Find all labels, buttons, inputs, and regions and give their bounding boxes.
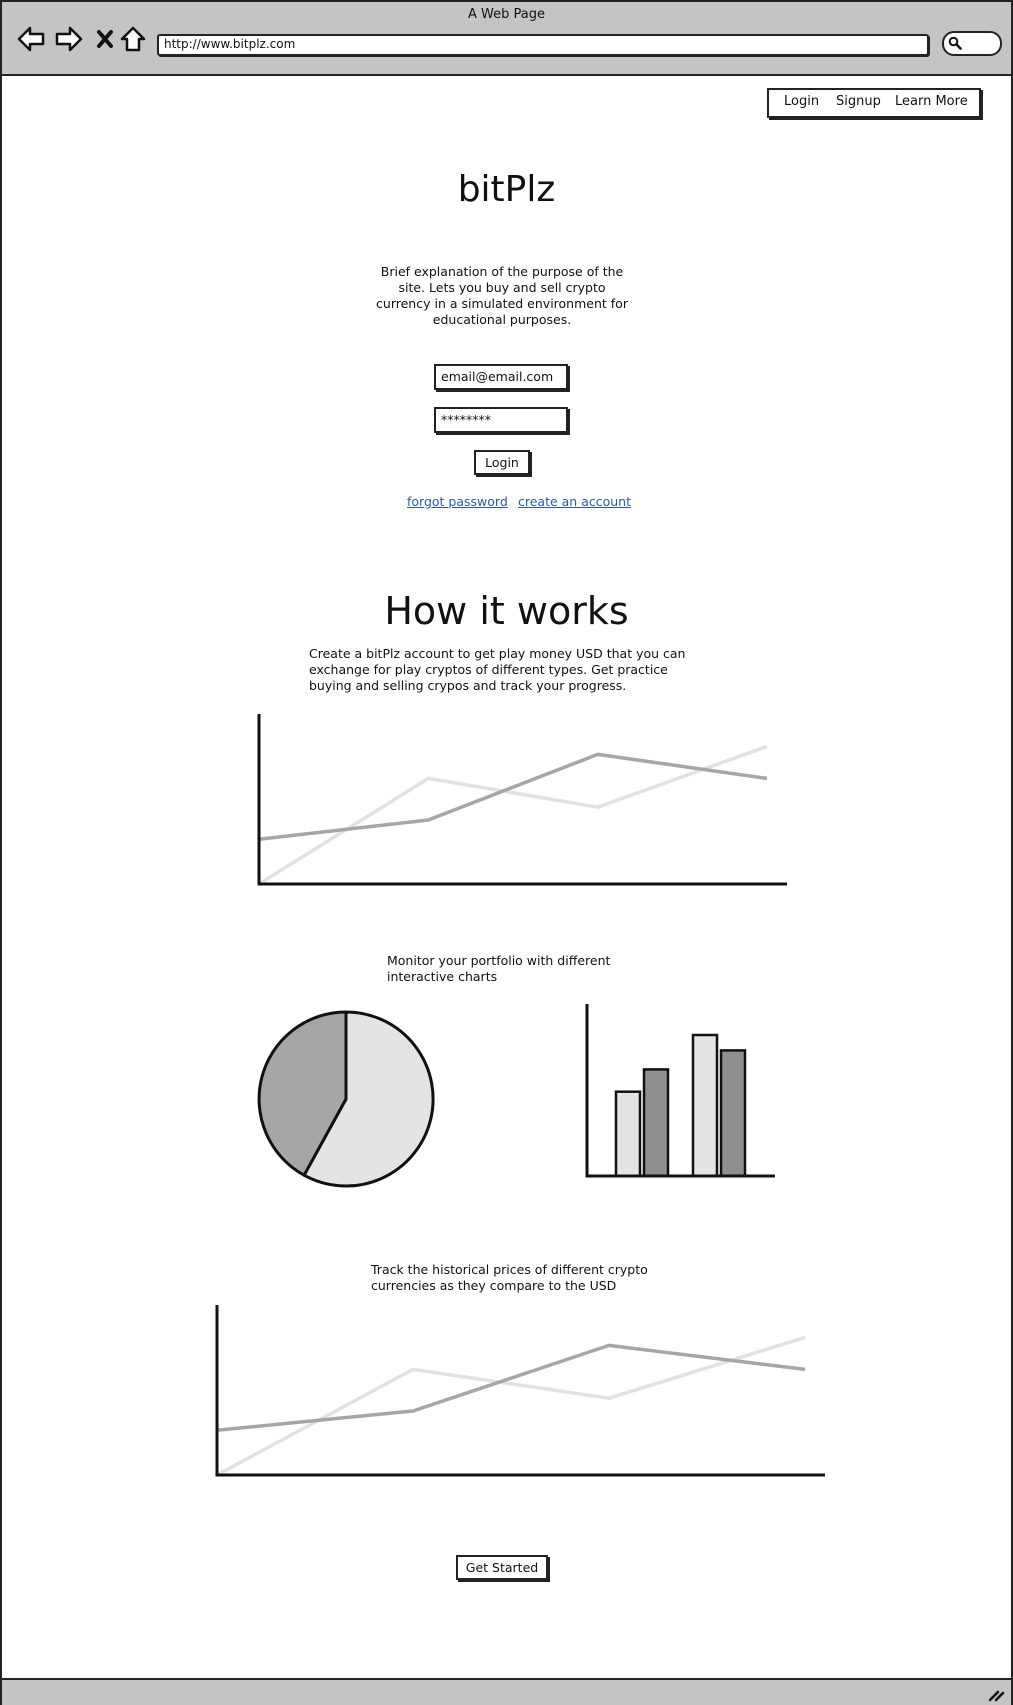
bar-4: [719, 1049, 747, 1178]
browser-search-box[interactable]: [942, 31, 1002, 56]
create-account-link[interactable]: create an account: [518, 494, 632, 509]
portfolio-text: Monitor your portfolio with different in…: [387, 953, 611, 984]
nav-signup-link[interactable]: Signup: [836, 94, 881, 109]
bar-1: [614, 1090, 642, 1178]
site-title: bitPlz: [457, 169, 556, 210]
window-title: A Web Page: [468, 7, 545, 22]
forward-arrow-icon[interactable]: [54, 24, 84, 54]
browser-status-bar: [2, 1678, 1011, 1705]
get-started-button[interactable]: Get Started: [456, 1555, 548, 1580]
bar-3: [691, 1033, 719, 1178]
back-arrow-icon[interactable]: [16, 24, 46, 54]
bar-2: [642, 1068, 670, 1178]
home-icon[interactable]: [118, 24, 148, 54]
bottom-line-chart-series-2: [216, 1343, 806, 1432]
resize-grip-icon[interactable]: [987, 1688, 1005, 1702]
top-line-chart-series-2: [258, 752, 768, 841]
email-field[interactable]: email@email.com: [434, 364, 568, 390]
nav-login-link[interactable]: Login: [784, 94, 820, 109]
forgot-password-link[interactable]: forgot password: [407, 494, 508, 509]
email-field-value: email@email.com: [441, 369, 554, 384]
bottom-line-chart-axes: [215, 1305, 825, 1477]
line-chart-bottom: [215, 1305, 825, 1477]
search-icon: [948, 36, 962, 50]
how-it-works-text: Create a bitPlz account to get play mone…: [309, 646, 686, 693]
pie-chart: [257, 1010, 435, 1188]
password-field-value: ********: [441, 412, 491, 427]
bar-chart: [585, 1004, 775, 1178]
historical-prices-text: Track the historical prices of different…: [371, 1262, 648, 1293]
top-navigation: Login Signup Learn More: [767, 88, 981, 118]
pie-slice-2: [257, 1010, 348, 1177]
pie-slice-1: [302, 1010, 435, 1188]
password-field[interactable]: ********: [434, 407, 568, 433]
nav-learn-more-link[interactable]: Learn More: [895, 94, 968, 109]
line-chart-top: [257, 714, 787, 886]
address-bar[interactable]: http://www.bitplz.com: [157, 34, 929, 56]
site-description: Brief explanation of the purpose of the …: [376, 264, 628, 327]
close-x-icon[interactable]: [90, 24, 120, 54]
login-button[interactable]: Login: [474, 450, 530, 475]
bar-chart-axes: [585, 1004, 775, 1178]
how-it-works-heading: How it works: [384, 589, 629, 633]
browser-toolbar: A Web Page http://www.bitplz.com: [2, 2, 1011, 76]
top-line-chart-axes: [257, 714, 787, 886]
address-url: http://www.bitplz.com: [164, 37, 296, 51]
